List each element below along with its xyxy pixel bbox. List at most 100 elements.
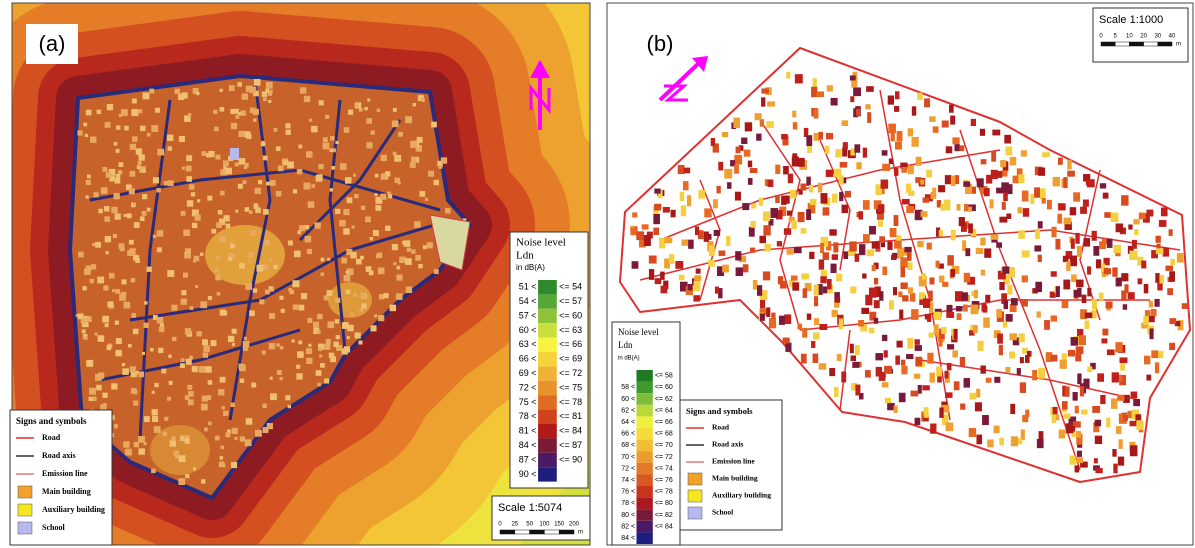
building — [246, 418, 253, 425]
building — [1058, 158, 1063, 165]
legend-low: 60 < — [621, 396, 635, 403]
building — [911, 391, 919, 397]
building — [183, 273, 188, 278]
building — [423, 245, 427, 249]
building — [223, 215, 229, 221]
legend-item: Road — [42, 433, 61, 442]
building — [113, 234, 117, 238]
building — [232, 428, 238, 434]
building — [711, 138, 715, 146]
building — [1106, 418, 1110, 427]
legend-high: <= 80 — [655, 500, 673, 507]
panel-label: (b) — [647, 31, 674, 56]
building — [798, 158, 804, 167]
building — [825, 146, 830, 154]
building — [694, 281, 701, 291]
building — [122, 363, 125, 366]
building — [680, 192, 684, 201]
building — [1161, 208, 1168, 217]
school — [230, 148, 239, 160]
building — [1027, 351, 1032, 357]
building — [669, 254, 674, 264]
building — [813, 354, 819, 363]
building — [96, 385, 102, 391]
building — [1055, 239, 1060, 250]
building — [367, 98, 370, 101]
building — [1075, 233, 1079, 244]
building — [1151, 309, 1157, 317]
building — [1022, 275, 1028, 282]
building — [245, 207, 250, 212]
building — [237, 82, 242, 87]
main-building-symbol — [18, 486, 32, 498]
building — [201, 479, 205, 483]
building — [411, 157, 417, 163]
building — [930, 423, 936, 433]
building — [366, 118, 372, 124]
building — [245, 439, 252, 446]
building — [850, 287, 856, 294]
building — [806, 209, 811, 220]
building — [963, 181, 970, 186]
legend-high: <= 82 — [655, 512, 673, 519]
quiet-zone — [328, 282, 372, 318]
legend-high: <= 64 — [655, 407, 673, 414]
building — [178, 478, 185, 485]
legend-unit: in dB(A) — [516, 263, 545, 272]
building — [952, 137, 959, 144]
building — [124, 302, 131, 309]
building — [1113, 245, 1121, 253]
building — [138, 109, 142, 113]
legend-high: <= 60 — [655, 384, 673, 391]
building — [1121, 195, 1128, 205]
building — [921, 211, 928, 217]
building — [203, 352, 208, 357]
building — [915, 418, 921, 425]
legend-high: <= 70 — [655, 442, 673, 449]
building — [1004, 135, 1011, 144]
legend-high: <= 60 — [559, 310, 582, 320]
building — [1104, 212, 1111, 218]
building — [238, 184, 243, 189]
building — [200, 253, 203, 256]
building — [894, 168, 898, 176]
building — [915, 339, 920, 345]
building — [98, 209, 102, 213]
building — [78, 252, 84, 258]
building — [997, 333, 1003, 343]
building — [1022, 191, 1029, 202]
building — [341, 258, 347, 264]
building — [748, 178, 753, 185]
building — [119, 162, 124, 167]
building — [1112, 449, 1116, 457]
building — [991, 151, 996, 162]
building — [152, 416, 158, 422]
legend-subtitle: Ldn — [618, 340, 633, 350]
building — [411, 249, 415, 253]
legend-low: 64 < — [621, 419, 635, 426]
building — [318, 164, 323, 169]
building — [1021, 150, 1027, 156]
building — [748, 161, 752, 168]
building — [374, 314, 377, 317]
legend-high: <= 63 — [559, 325, 582, 335]
building — [269, 343, 275, 349]
building — [1034, 187, 1040, 197]
legend-unit: in dB(A) — [618, 356, 640, 362]
building — [1019, 333, 1025, 342]
legend-swatch — [636, 474, 652, 486]
building — [964, 273, 970, 283]
building — [140, 216, 145, 221]
building — [756, 134, 761, 141]
legend-low: 54 < — [519, 296, 537, 306]
building — [1040, 188, 1046, 199]
building — [1010, 157, 1016, 165]
building — [129, 240, 134, 245]
building — [771, 313, 775, 319]
building — [895, 142, 902, 150]
building — [157, 317, 163, 323]
building — [906, 206, 914, 213]
building — [901, 366, 907, 374]
building — [325, 115, 329, 119]
building — [779, 316, 785, 325]
